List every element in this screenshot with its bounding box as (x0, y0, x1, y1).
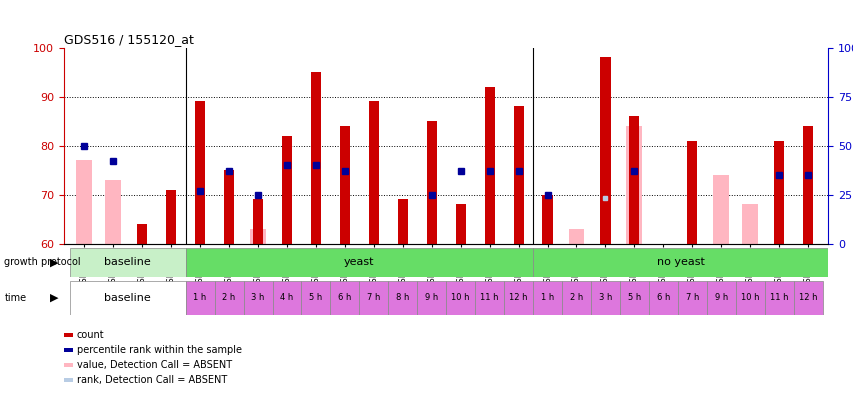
Bar (339, 126, 350, 244)
Bar (568, 229, 583, 244)
Text: ▶: ▶ (49, 293, 58, 303)
Bar (397, 200, 408, 244)
Bar (214, 281, 243, 315)
Bar (310, 72, 321, 244)
Bar (706, 281, 735, 315)
Bar (532, 248, 827, 277)
Bar (76, 160, 92, 244)
Bar (359, 281, 388, 315)
Bar (445, 281, 474, 315)
Bar (250, 229, 265, 244)
Text: 9 h: 9 h (425, 293, 438, 303)
Bar (542, 194, 552, 244)
Bar (330, 281, 359, 315)
Text: 1 h: 1 h (540, 293, 554, 303)
Text: yeast: yeast (344, 257, 374, 267)
Bar (561, 281, 590, 315)
Text: 2 h: 2 h (569, 293, 583, 303)
Bar (792, 281, 821, 315)
Text: 7 h: 7 h (367, 293, 380, 303)
Text: 8 h: 8 h (396, 293, 409, 303)
Bar (712, 175, 728, 244)
Bar (763, 281, 792, 315)
Bar (802, 126, 812, 244)
Bar (417, 281, 445, 315)
Bar (735, 281, 763, 315)
Bar (773, 141, 783, 244)
Text: rank, Detection Call = ABSENT: rank, Detection Call = ABSENT (77, 375, 227, 385)
Bar (368, 101, 379, 244)
Text: 1 h: 1 h (194, 293, 206, 303)
Bar (677, 281, 706, 315)
Bar (185, 281, 214, 315)
Text: 3 h: 3 h (598, 293, 612, 303)
Text: 6 h: 6 h (656, 293, 670, 303)
Bar (484, 87, 494, 244)
Text: GDS516 / 155120_at: GDS516 / 155120_at (64, 33, 194, 46)
Text: 3 h: 3 h (251, 293, 264, 303)
Text: ▶: ▶ (49, 257, 58, 267)
Text: percentile rank within the sample: percentile rank within the sample (77, 345, 241, 355)
Bar (281, 136, 292, 244)
Bar (629, 116, 639, 244)
Text: growth protocol: growth protocol (4, 257, 81, 267)
Text: 2 h: 2 h (222, 293, 235, 303)
Bar (626, 126, 641, 244)
Text: 11 h: 11 h (769, 293, 787, 303)
Bar (243, 281, 272, 315)
Bar (388, 281, 417, 315)
Text: 6 h: 6 h (338, 293, 351, 303)
Bar (105, 180, 121, 244)
Bar (474, 281, 503, 315)
Bar (70, 248, 185, 277)
Bar (137, 224, 147, 244)
Text: 9 h: 9 h (714, 293, 727, 303)
Bar (272, 281, 301, 315)
Bar (741, 204, 757, 244)
Bar (687, 141, 697, 244)
Bar (600, 57, 610, 244)
Text: 4 h: 4 h (280, 293, 293, 303)
Text: count: count (77, 329, 104, 340)
Text: no yeast: no yeast (656, 257, 704, 267)
Text: baseline: baseline (104, 257, 151, 267)
Bar (503, 281, 532, 315)
Text: 5 h: 5 h (309, 293, 322, 303)
Text: 12 h: 12 h (798, 293, 816, 303)
Bar (532, 281, 561, 315)
Bar (301, 281, 330, 315)
Bar (185, 248, 532, 277)
Bar (252, 200, 263, 244)
Bar (426, 121, 436, 244)
Text: value, Detection Call = ABSENT: value, Detection Call = ABSENT (77, 360, 232, 370)
Text: 5 h: 5 h (627, 293, 641, 303)
Bar (70, 281, 185, 315)
Text: baseline: baseline (104, 293, 151, 303)
Bar (590, 281, 619, 315)
Bar (513, 106, 523, 244)
Bar (456, 204, 465, 244)
Text: 10 h: 10 h (740, 293, 758, 303)
Text: 11 h: 11 h (480, 293, 498, 303)
Text: time: time (4, 293, 26, 303)
Text: 10 h: 10 h (451, 293, 469, 303)
Bar (619, 281, 648, 315)
Bar (194, 101, 205, 244)
Text: 12 h: 12 h (508, 293, 527, 303)
Bar (648, 281, 677, 315)
Bar (223, 170, 234, 244)
Bar (166, 190, 176, 244)
Text: 7 h: 7 h (685, 293, 698, 303)
